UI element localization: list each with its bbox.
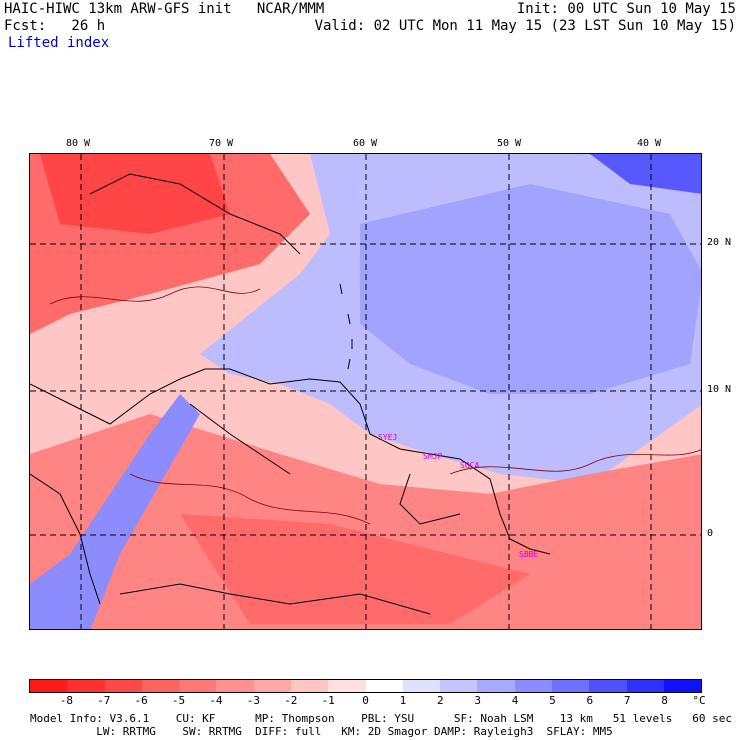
colorbar-tick-label: -2 — [284, 694, 298, 707]
colorbar-tick-label: 5 — [549, 694, 556, 707]
lon-label-80w: 80 W — [66, 138, 91, 149]
forecast-hour: Fcst: 26 h — [4, 18, 106, 34]
colorbar-cell — [179, 680, 217, 692]
colorbar-cell — [216, 680, 254, 692]
lon-label-50w: 50 W — [497, 138, 522, 149]
lon-label-60w: 60 W — [353, 138, 378, 149]
pacific-coast — [30, 473, 101, 605]
colorbar — [29, 679, 702, 693]
colorbar-tick-label: 8 — [661, 694, 668, 707]
colorbar-cell — [402, 680, 441, 692]
colorbar-tick-label: -7 — [97, 694, 111, 707]
colorbar-tick-label: -3 — [246, 694, 260, 707]
colorbar-cell — [328, 680, 366, 692]
venezuela-border — [189, 403, 291, 475]
colorbar-tick-label: -8 — [59, 694, 73, 707]
colorbar-tick-label: -4 — [209, 694, 223, 707]
lon-label-40w: 40 W — [637, 138, 662, 149]
colorbar-cell — [551, 680, 590, 692]
colorbar-tick-label: 2 — [436, 694, 444, 707]
guiana-border — [399, 473, 461, 525]
colorbar-cell — [626, 680, 664, 692]
colorbar-tick-label: -1 — [321, 694, 335, 707]
station-sbbe: SBBE — [519, 550, 539, 559]
colorbar-tick-label: 6 — [586, 694, 594, 707]
most-stable-corner — [590, 154, 701, 194]
lon-label-70w: 70 W — [209, 138, 234, 149]
colorbar-cell — [663, 680, 702, 692]
andes-stable-strip — [30, 394, 200, 629]
lifted-index-map: SYEJ SMJP SOCA SBBE — [29, 153, 702, 630]
init-time: Init: 00 UTC Sun 10 May 15 — [516, 1, 736, 17]
valid-time: Valid: 02 UTC Mon 11 May 15 (23 LST Sun … — [314, 18, 736, 34]
lat-label-20n: 20 N — [707, 237, 732, 248]
colorbar-cell — [104, 680, 142, 692]
very-unstable-caribbean — [40, 154, 230, 234]
lesser-antilles — [339, 283, 353, 370]
very-unstable-amazon — [180, 514, 530, 624]
brazil-border — [119, 583, 431, 615]
station-smjp: SMJP — [423, 452, 443, 461]
coastlines — [30, 173, 551, 615]
colorbar-tick-label: 7 — [623, 694, 631, 707]
colorbar-cell — [477, 680, 515, 692]
lat-label-10n: 10 N — [707, 384, 732, 395]
colorbar-cell — [30, 680, 68, 692]
map-canvas — [30, 154, 701, 629]
lat-label-0: 0 — [707, 528, 714, 539]
colorbar-tick-label: 1 — [399, 694, 407, 707]
plot-title: HAIC-HIWC 13km ARW-GFS init NCAR/MMM — [4, 1, 325, 17]
colorbar-tick-label: -6 — [134, 694, 148, 707]
map-grid — [30, 154, 701, 629]
colorbar-unit: °C — [692, 694, 706, 707]
more-stable-region — [360, 184, 701, 394]
south-america-north-coast — [30, 368, 551, 555]
colorbar-cell — [253, 680, 291, 692]
colorbar-cell — [365, 680, 403, 692]
model-info-line2: LW: RRTMG SW: RRTMG DIFF: full KM: 2D Sm… — [30, 725, 613, 738]
colorbar-tick-label: 0 — [362, 694, 369, 707]
colorbar-cell — [290, 680, 329, 692]
colorbar-tick-label: -5 — [171, 694, 186, 707]
colorbar-tick-label: 3 — [474, 694, 481, 707]
colorbar-cell — [589, 680, 627, 692]
colorbar-tick-label: 4 — [511, 694, 519, 707]
colorbar-cell — [514, 680, 552, 692]
station-syej: SYEJ — [378, 433, 398, 442]
colorbar-cell — [67, 680, 105, 692]
colorbar-cell — [141, 680, 180, 692]
station-soca: SOCA — [460, 461, 480, 470]
greater-antilles-coast — [89, 173, 301, 255]
colorbar-cell — [440, 680, 478, 692]
model-info-line1: Model Info: V3.6.1 CU: KF MP: Thompson P… — [30, 712, 732, 725]
contour-lines — [49, 286, 701, 525]
field-name: Lifted index — [8, 35, 110, 51]
